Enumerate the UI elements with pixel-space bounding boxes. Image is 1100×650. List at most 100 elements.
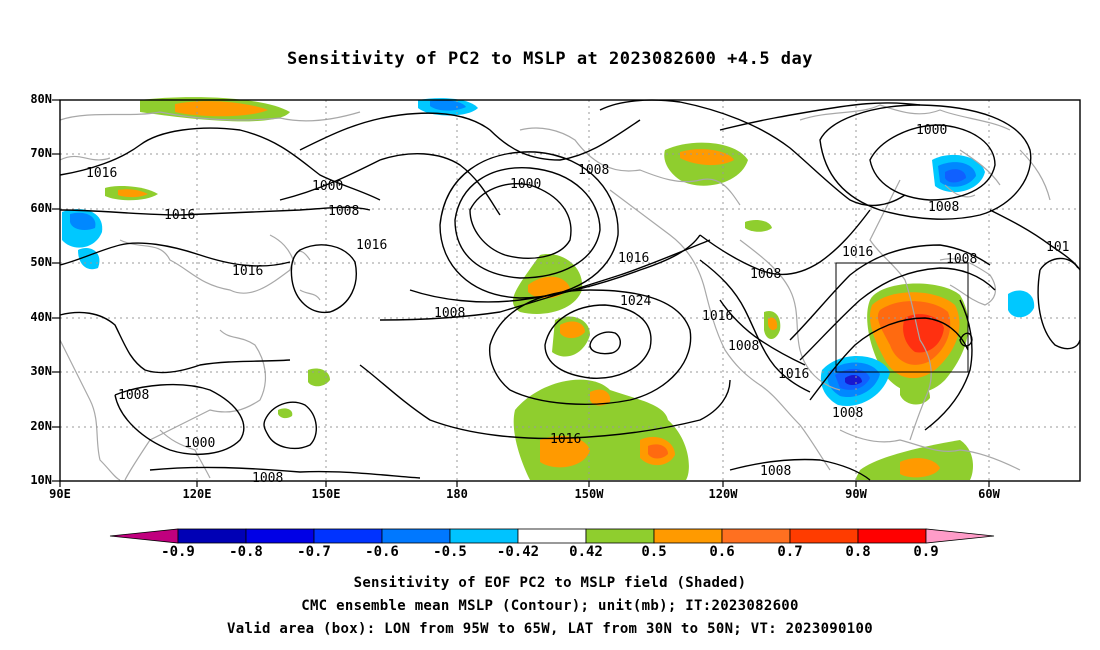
contour-label: 1008: [750, 267, 781, 282]
colorbar-segment: [585, 528, 655, 544]
mslp-contour: [789, 244, 991, 341]
colorbar-label: -0.6: [365, 544, 399, 560]
tick-layer: [52, 99, 990, 487]
shade-positive-region: [768, 317, 778, 331]
colorbar-segment: [313, 528, 383, 544]
contour-label: 1016: [550, 432, 581, 447]
colorbar-segment: [245, 528, 315, 544]
coastline: [159, 429, 211, 479]
mslp-contour: [59, 206, 371, 216]
mslp-contour: [279, 152, 501, 216]
contour-label: 1008: [252, 471, 283, 486]
caption-line-1: Sensitivity of EOF PC2 to MSLP field (Sh…: [353, 575, 747, 591]
contour-label: 1016: [356, 238, 387, 253]
mslp-contour: [589, 331, 621, 355]
lat-label: 30N: [30, 364, 52, 378]
shade-negative-region: [945, 169, 966, 183]
mslp-contour: [290, 244, 357, 314]
mslp-contour: [719, 102, 921, 131]
lon-label: 180: [446, 487, 468, 501]
lat-label: 80N: [30, 92, 52, 106]
mslp-contour: [439, 151, 619, 299]
mslp-contour: [263, 401, 317, 450]
mslp-contour: [959, 332, 973, 347]
lat-label: 20N: [30, 419, 52, 433]
colorbar-segment: [789, 528, 859, 544]
contour-label: 1016: [618, 251, 649, 266]
contour-label: 1016: [702, 309, 733, 324]
lat-label: 70N: [30, 146, 52, 160]
lon-label: 90E: [49, 487, 71, 501]
colorbar-label: 0.8: [845, 544, 871, 560]
contour-label: 1008: [760, 464, 791, 479]
mslp-contour: [799, 267, 996, 361]
contour-label: 1008: [118, 388, 149, 403]
contour-label: 1008: [928, 200, 959, 215]
colorbar-arrow-low: [109, 528, 179, 544]
contour-label: 1016: [778, 367, 809, 382]
contour-label: 1008: [578, 163, 609, 178]
contour-label: 1016: [232, 264, 263, 279]
map-frame: [59, 99, 1081, 482]
coastline: [799, 104, 1051, 201]
contour-label: 1000: [510, 177, 541, 192]
contour-layer: [59, 99, 1081, 481]
mslp-contour: [924, 299, 973, 431]
coastline: [269, 234, 321, 301]
shade-positive-region: [118, 189, 148, 198]
mslp-contour: [699, 209, 871, 276]
shade-positive-region: [900, 458, 940, 478]
lon-label: 60W: [978, 487, 1000, 501]
colorbar-label: -0.9: [161, 544, 195, 560]
colorbar-segment: [653, 528, 723, 544]
coastline: [59, 111, 361, 161]
shade-negative-region: [70, 212, 96, 230]
contour-label: 1016: [86, 166, 117, 181]
contour-label: 1008: [434, 306, 465, 321]
mslp-contour: [59, 311, 291, 374]
shade-positive-region: [540, 435, 590, 468]
contour-label: 1008: [728, 339, 759, 354]
shade-positive-region: [308, 368, 330, 387]
mslp-contour: [719, 299, 806, 366]
coastline: [839, 429, 1021, 471]
coastline: [519, 127, 741, 206]
coastline: [609, 189, 831, 471]
colorbar-label: -0.7: [297, 544, 331, 560]
lon-label: 120E: [182, 487, 212, 501]
caption-line-2: CMC ensemble mean MSLP (Contour); unit(m…: [301, 598, 799, 614]
lat-label: 10N: [30, 473, 52, 487]
mslp-contour: [809, 317, 969, 401]
shade-positive-region: [175, 101, 268, 117]
coastline: [59, 339, 121, 481]
mslp-contour: [114, 383, 245, 455]
caption-line-3: Valid area (box): LON from 95W to 65W, L…: [227, 621, 873, 637]
contour-label: 1000: [184, 436, 215, 451]
coastline: [739, 239, 841, 391]
colorbar-arrow-high: [925, 528, 995, 544]
lat-label: 60N: [30, 201, 52, 215]
mslp-contour: [59, 127, 381, 201]
mslp-contour: [729, 458, 871, 481]
coastline: [124, 329, 267, 481]
colorbar-segments: [109, 528, 995, 544]
mslp-contour: [869, 124, 996, 201]
mslp-contour: [989, 209, 1081, 271]
mslp-contour: [359, 364, 731, 440]
coastline-layer: [59, 104, 1051, 481]
colorbar-label: 0.42: [569, 544, 603, 560]
shade-negative-region: [845, 375, 862, 385]
valid-area-box: [835, 262, 969, 373]
contour-label: 1008: [328, 204, 359, 219]
mslp-contour: [379, 239, 711, 321]
colorbar-label: 0.6: [709, 544, 735, 560]
colorbar-segment: [517, 528, 587, 544]
shade-positive-region: [903, 314, 944, 353]
shade-positive-region: [560, 321, 585, 339]
lon-label: 90W: [845, 487, 867, 501]
shade-negative-region: [1008, 290, 1035, 318]
mslp-contour: [149, 466, 421, 479]
contour-label: 1000: [312, 179, 343, 194]
